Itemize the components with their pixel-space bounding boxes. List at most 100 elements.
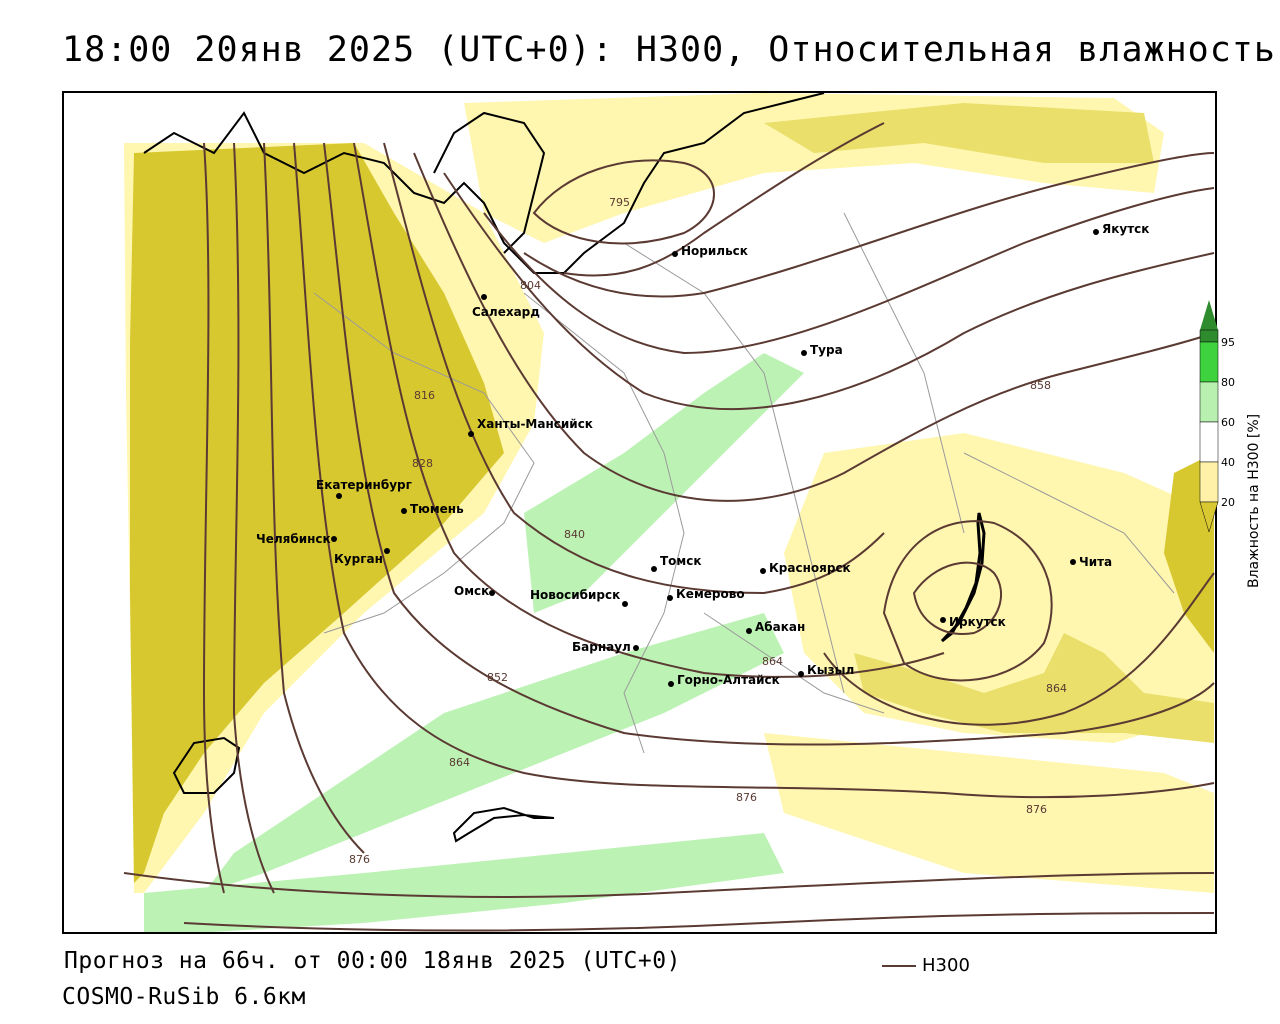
svg-text:Салехард: Салехард bbox=[472, 305, 540, 319]
isoline-label: 876 bbox=[349, 853, 370, 866]
city-gorno-altaysk: Горно-Алтайск bbox=[668, 673, 780, 687]
svg-text:Норильск: Норильск bbox=[681, 244, 748, 258]
svg-text:Якутск: Якутск bbox=[1102, 222, 1149, 236]
humidity-zone-green-1 bbox=[204, 613, 784, 893]
humidity-zone-yellow-south bbox=[764, 733, 1214, 893]
city-novosibirsk: Новосибирск bbox=[530, 588, 628, 607]
isoline bbox=[293, 142, 1215, 799]
colorbar-bottom-triangle bbox=[1199, 501, 1219, 533]
colorbar-tick: 80 bbox=[1221, 376, 1235, 389]
isoline-label: 876 bbox=[1026, 803, 1047, 816]
lake-baikal bbox=[940, 512, 986, 643]
colorbar-band-80 bbox=[1199, 341, 1219, 383]
isoline-legend-label: H300 bbox=[922, 955, 970, 976]
city-barnaul: Барнаул bbox=[572, 640, 639, 654]
isoline bbox=[443, 172, 1215, 411]
forecast-info: Прогноз на 66ч. от 00:00 18янв 2025 (UTC… bbox=[64, 948, 681, 974]
isoline-labels: 795 804 816 828 840 852 864 864 858 864 … bbox=[349, 196, 1067, 866]
isoline-label: 828 bbox=[412, 457, 433, 470]
colorbar-band-20 bbox=[1199, 461, 1219, 503]
city-omsk: Омск bbox=[454, 584, 495, 598]
isoline-label: 864 bbox=[762, 655, 783, 668]
colorbar-band-40 bbox=[1199, 421, 1219, 463]
humidity-colorbar: 95 80 60 40 20 bbox=[1199, 300, 1265, 600]
city-abakan: Абакан bbox=[746, 620, 805, 634]
svg-text:Барнаул: Барнаул bbox=[572, 640, 631, 654]
city-kurgan: Курган bbox=[334, 548, 390, 566]
map-title: 18:00 20янв 2025 (UTC+0): H300, Относите… bbox=[62, 30, 1276, 70]
city-ekaterinburg: Екатеринбург bbox=[316, 478, 412, 499]
city-irkutsk: Иркутск bbox=[940, 615, 1006, 629]
city-yakutsk: Якутск bbox=[1093, 222, 1149, 236]
isoline bbox=[483, 187, 1215, 355]
isoline bbox=[323, 142, 1215, 746]
svg-text:Красноярск: Красноярск bbox=[769, 561, 851, 575]
humidity-zone-west-olive bbox=[130, 143, 504, 883]
city-kyzyl: Кызыл bbox=[798, 663, 854, 677]
city-tura: Тура bbox=[801, 343, 843, 357]
isoline-label: 804 bbox=[520, 279, 541, 292]
city-krasnoyarsk: Красноярск bbox=[760, 561, 851, 575]
isoline bbox=[123, 872, 1215, 898]
isoline-label: 816 bbox=[414, 389, 435, 402]
isoline bbox=[563, 122, 885, 277]
svg-text:Ханты-Мансийск: Ханты-Мансийск bbox=[477, 417, 593, 431]
coastline-yamal bbox=[433, 111, 546, 254]
isoline bbox=[383, 142, 885, 595]
weather-map: 795 804 816 828 840 852 864 864 858 864 … bbox=[62, 91, 1217, 934]
isoline bbox=[532, 159, 715, 245]
isoline bbox=[232, 142, 275, 894]
humidity-zone-green-2 bbox=[144, 833, 784, 932]
svg-text:Курган: Курган bbox=[334, 552, 383, 566]
colorbar-tick: 95 bbox=[1221, 336, 1235, 349]
isoline bbox=[202, 142, 225, 894]
isoline bbox=[823, 572, 1215, 726]
colorbar-tick: 20 bbox=[1221, 496, 1235, 509]
caspian-aral bbox=[172, 736, 241, 794]
coastline-arctic bbox=[143, 93, 825, 274]
city-tyumen: Тюмень bbox=[401, 502, 464, 516]
cities: Якутск Норильск Салехард Тура Ханты-Манс… bbox=[256, 222, 1149, 687]
isoline-label: 852 bbox=[487, 671, 508, 684]
city-chita: Чита bbox=[1070, 555, 1112, 569]
isoline-legend-swatch bbox=[882, 964, 916, 967]
svg-text:Тура: Тура bbox=[810, 343, 843, 357]
isoline bbox=[353, 142, 945, 678]
isoline-label: 876 bbox=[736, 791, 757, 804]
region-borders bbox=[313, 212, 1175, 754]
city-norilsk: Норильск bbox=[672, 244, 748, 258]
svg-text:Тюмень: Тюмень bbox=[410, 502, 464, 516]
humidity-field bbox=[124, 93, 1214, 932]
colorbar-tick: 60 bbox=[1221, 416, 1235, 429]
city-salekhard: Салехард bbox=[472, 294, 540, 319]
svg-text:Томск: Томск bbox=[660, 554, 702, 568]
city-khanty-mansiysk: Ханты-Мансийск bbox=[468, 417, 593, 437]
humidity-zone-east-olive bbox=[854, 633, 1214, 743]
isoline bbox=[183, 912, 1215, 932]
colorbar-band-60 bbox=[1199, 381, 1219, 423]
lake-balkhash bbox=[452, 806, 555, 843]
isoline-label: 840 bbox=[564, 528, 585, 541]
colorbar-title: Влажность на H300 [%] bbox=[1246, 413, 1262, 588]
svg-text:Омск: Омск bbox=[454, 584, 489, 598]
city-chelyabinsk: Челябинск bbox=[256, 532, 337, 546]
svg-text:Екатеринбург: Екатеринбург bbox=[316, 478, 412, 492]
colorbar-band-95 bbox=[1199, 329, 1219, 343]
city-kemerovo: Кемерово bbox=[667, 587, 745, 601]
isoline-label: 795 bbox=[609, 196, 630, 209]
isoline-label: 858 bbox=[1030, 379, 1051, 392]
isolines bbox=[123, 122, 1215, 932]
svg-text:Новосибирск: Новосибирск bbox=[530, 588, 620, 602]
isoline bbox=[912, 561, 1003, 635]
isoline-label: 864 bbox=[449, 756, 470, 769]
svg-text:Чита: Чита bbox=[1079, 555, 1112, 569]
isoline bbox=[263, 142, 365, 854]
city-tomsk: Томск bbox=[651, 554, 702, 572]
geography bbox=[143, 93, 1175, 843]
svg-text:Кемерово: Кемерово bbox=[676, 587, 745, 601]
svg-text:Челябинск: Челябинск bbox=[256, 532, 331, 546]
isoline-label: 864 bbox=[1046, 682, 1067, 695]
svg-text:Горно-Алтайск: Горно-Алтайск bbox=[677, 673, 780, 687]
isoline bbox=[882, 520, 1053, 682]
humidity-zone-green-3 bbox=[524, 353, 804, 613]
